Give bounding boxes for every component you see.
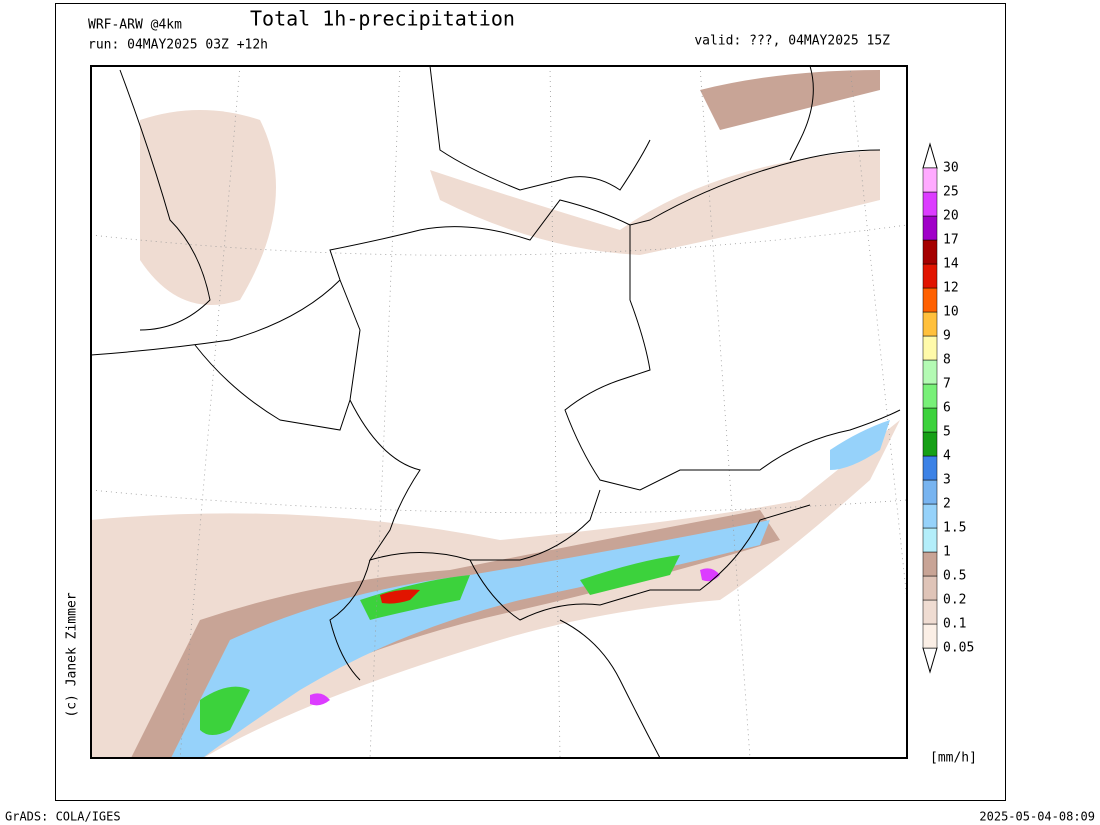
- colorbar-swatch: [922, 215, 938, 241]
- colorbar-swatch: [922, 383, 938, 409]
- colorbar-swatch: [922, 575, 938, 601]
- colorbar-label: 14: [943, 257, 959, 272]
- colorbar: 0.05 0.1 0.2 0.5 1 1.5 2 3 4 5 6 7 8 9 10 12 14 17 20 25 30: [922, 142, 974, 674]
- colorbar-swatch: [922, 407, 938, 433]
- colorbar-end: [922, 142, 938, 169]
- graticule: [91, 66, 907, 758]
- colorbar-swatch: [922, 455, 938, 481]
- copyright: (c) Janek Zimmer: [65, 592, 80, 717]
- colorbar-label: 17: [943, 233, 959, 248]
- colorbar-label: 25: [943, 185, 959, 200]
- colorbar-swatch: [922, 287, 938, 313]
- colorbar-swatch: [922, 599, 938, 625]
- colorbar-label: 1: [943, 545, 951, 560]
- map-box: [90, 65, 908, 759]
- colorbar-swatch: [922, 503, 938, 529]
- colorbar-swatch: [922, 239, 938, 265]
- colorbar-label: 3: [943, 473, 951, 488]
- colorbar-label: 0.1: [943, 617, 966, 632]
- colorbar-swatch: [922, 479, 938, 505]
- colorbar-label: 8: [943, 353, 951, 368]
- borders: [91, 66, 901, 758]
- colorbar-label: 0.2: [943, 593, 966, 608]
- colorbar-label: 9: [943, 329, 951, 344]
- colorbar-label: 0.5: [943, 569, 966, 584]
- colorbar-swatch: [922, 335, 938, 361]
- colorbar-unit: [mm/h]: [930, 751, 977, 766]
- colorbar-label: 5: [943, 425, 951, 440]
- colorbar-label: 20: [943, 209, 959, 224]
- colorbar-swatch: [922, 551, 938, 577]
- valid-label: valid: ???, 04MAY2025 15Z: [694, 34, 890, 49]
- run-label: run: 04MAY2025 03Z +12h: [88, 38, 268, 53]
- colorbar-swatch: [922, 359, 938, 385]
- colorbar-swatch: [922, 431, 938, 457]
- colorbar-label: 6: [943, 401, 951, 416]
- map: [90, 65, 908, 759]
- colorbar-swatch: [922, 623, 938, 649]
- colorbar-label: 30: [943, 161, 959, 176]
- colorbar-end: [922, 647, 938, 674]
- colorbar-swatch: [922, 191, 938, 217]
- colorbar-label: 10: [943, 305, 959, 320]
- footer-right: 2025-05-04-08:09: [979, 810, 1095, 824]
- map-title: Total 1h-precipitation: [250, 7, 515, 31]
- colorbar-swatch: [922, 167, 938, 193]
- frame: [55, 3, 1006, 801]
- colorbar-label: 2: [943, 497, 951, 512]
- precipitation: [91, 70, 900, 758]
- colorbar-swatch: [922, 527, 938, 553]
- colorbar-swatch: [922, 263, 938, 289]
- model-label: WRF-ARW @4km: [88, 18, 182, 33]
- colorbar-label: 12: [943, 281, 959, 296]
- colorbar-label: 1.5: [943, 521, 966, 536]
- colorbar-label: 4: [943, 449, 951, 464]
- footer-left: GrADS: COLA/IGES: [5, 810, 121, 824]
- colorbar-label: 7: [943, 377, 951, 392]
- colorbar-label: 0.05: [943, 641, 974, 656]
- colorbar-swatch: [922, 311, 938, 337]
